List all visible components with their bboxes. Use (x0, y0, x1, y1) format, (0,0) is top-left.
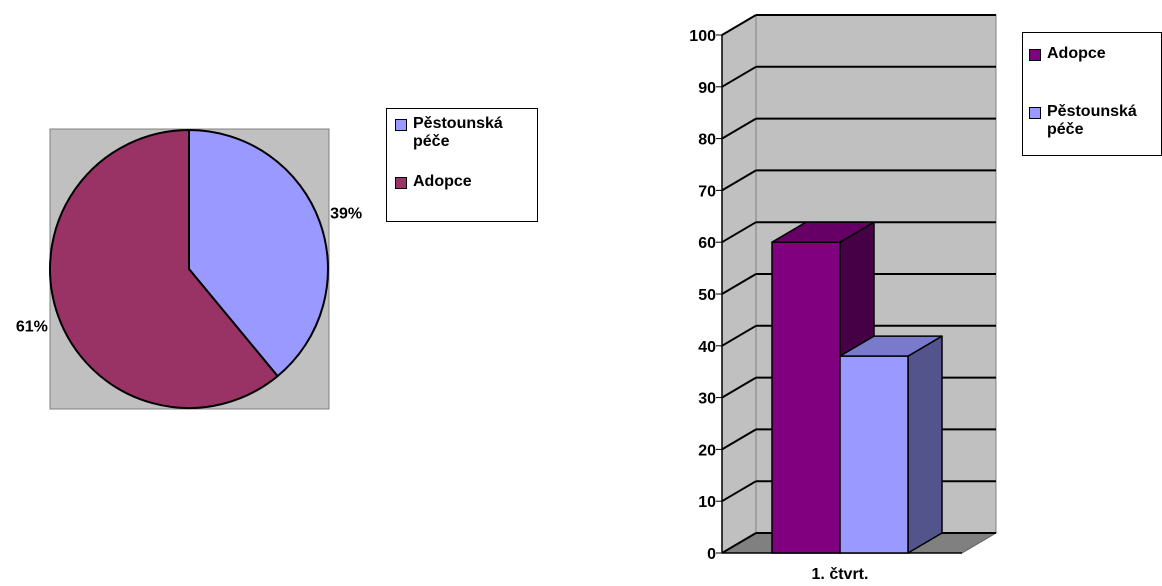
bar-legend-item-0: Adopce (1029, 45, 1161, 63)
pie-legend-label-0: Pěstounská péče (413, 115, 503, 150)
pie-chart: 39% 61% (16, 128, 362, 410)
bar-ytick-label-0: 0 (707, 546, 716, 563)
bar-0 (771, 241, 841, 554)
bar-ytick-label-5: 50 (698, 287, 716, 304)
pie-legend-swatch-1 (395, 177, 407, 189)
pie-legend-swatch-0 (395, 119, 407, 131)
bar-legend: Adopce Pěstounská péče (1022, 32, 1162, 156)
bar-chart: 0 10 20 30 40 50 60 70 80 90 100 1. čtvrt. (689, 14, 998, 583)
bar-gridline-side-9 (721, 65, 757, 88)
bar-gridline-side-10 (721, 14, 757, 36)
bar-gridline-side-4 (721, 324, 757, 347)
bar-side-1 (907, 335, 943, 554)
pie-legend-item-1: Adopce (395, 173, 533, 191)
bar-ytick-label-10: 100 (689, 28, 716, 45)
bar-ytick-label-2: 20 (698, 442, 716, 459)
bar-ytick-label-8: 80 (698, 132, 716, 149)
pie-slice-1 (49, 129, 279, 409)
pie-legend: Pěstounská péče Adopce (386, 108, 538, 222)
bar-gridline-side-0 (721, 532, 757, 554)
bar-legend-swatch-1 (1029, 107, 1041, 119)
bar-legend-swatch-0 (1029, 49, 1041, 61)
bar-gridline-side-5 (721, 273, 757, 295)
bar-ytick-label-4: 40 (698, 339, 716, 356)
pie-slice-0 (188, 129, 329, 378)
bar-gridline-side-7 (721, 169, 757, 192)
bar-legend-label-1: Pěstounská péče (1047, 103, 1137, 138)
bar-category-label-0: 1. čtvrt. (812, 566, 869, 583)
bar-ytick-label-3: 30 (698, 391, 716, 408)
pie-slice-label-0: 39% (330, 205, 362, 222)
bar-legend-label-0: Adopce (1047, 45, 1106, 62)
bar-legend-item-1: Pěstounská péče (1029, 103, 1161, 139)
bar-ytick-label-1: 10 (698, 494, 716, 511)
pie-legend-label-1: Adopce (413, 173, 472, 190)
bar-gridline-side-2 (721, 428, 757, 451)
pie-slice-label-1: 61% (16, 319, 48, 336)
bar-ytick-label-7: 70 (698, 183, 716, 200)
bar-gridline-side-3 (721, 376, 757, 399)
bar-ytick-label-9: 90 (698, 80, 716, 97)
bar-ytick-label-6: 60 (698, 235, 716, 252)
pie-legend-item-0: Pěstounská péče (395, 115, 533, 151)
bar-gridline-side-1 (721, 480, 757, 503)
bar-gridline-side-8 (721, 117, 757, 140)
bar-1 (839, 355, 909, 554)
bar-gridline-side-6 (721, 221, 757, 244)
